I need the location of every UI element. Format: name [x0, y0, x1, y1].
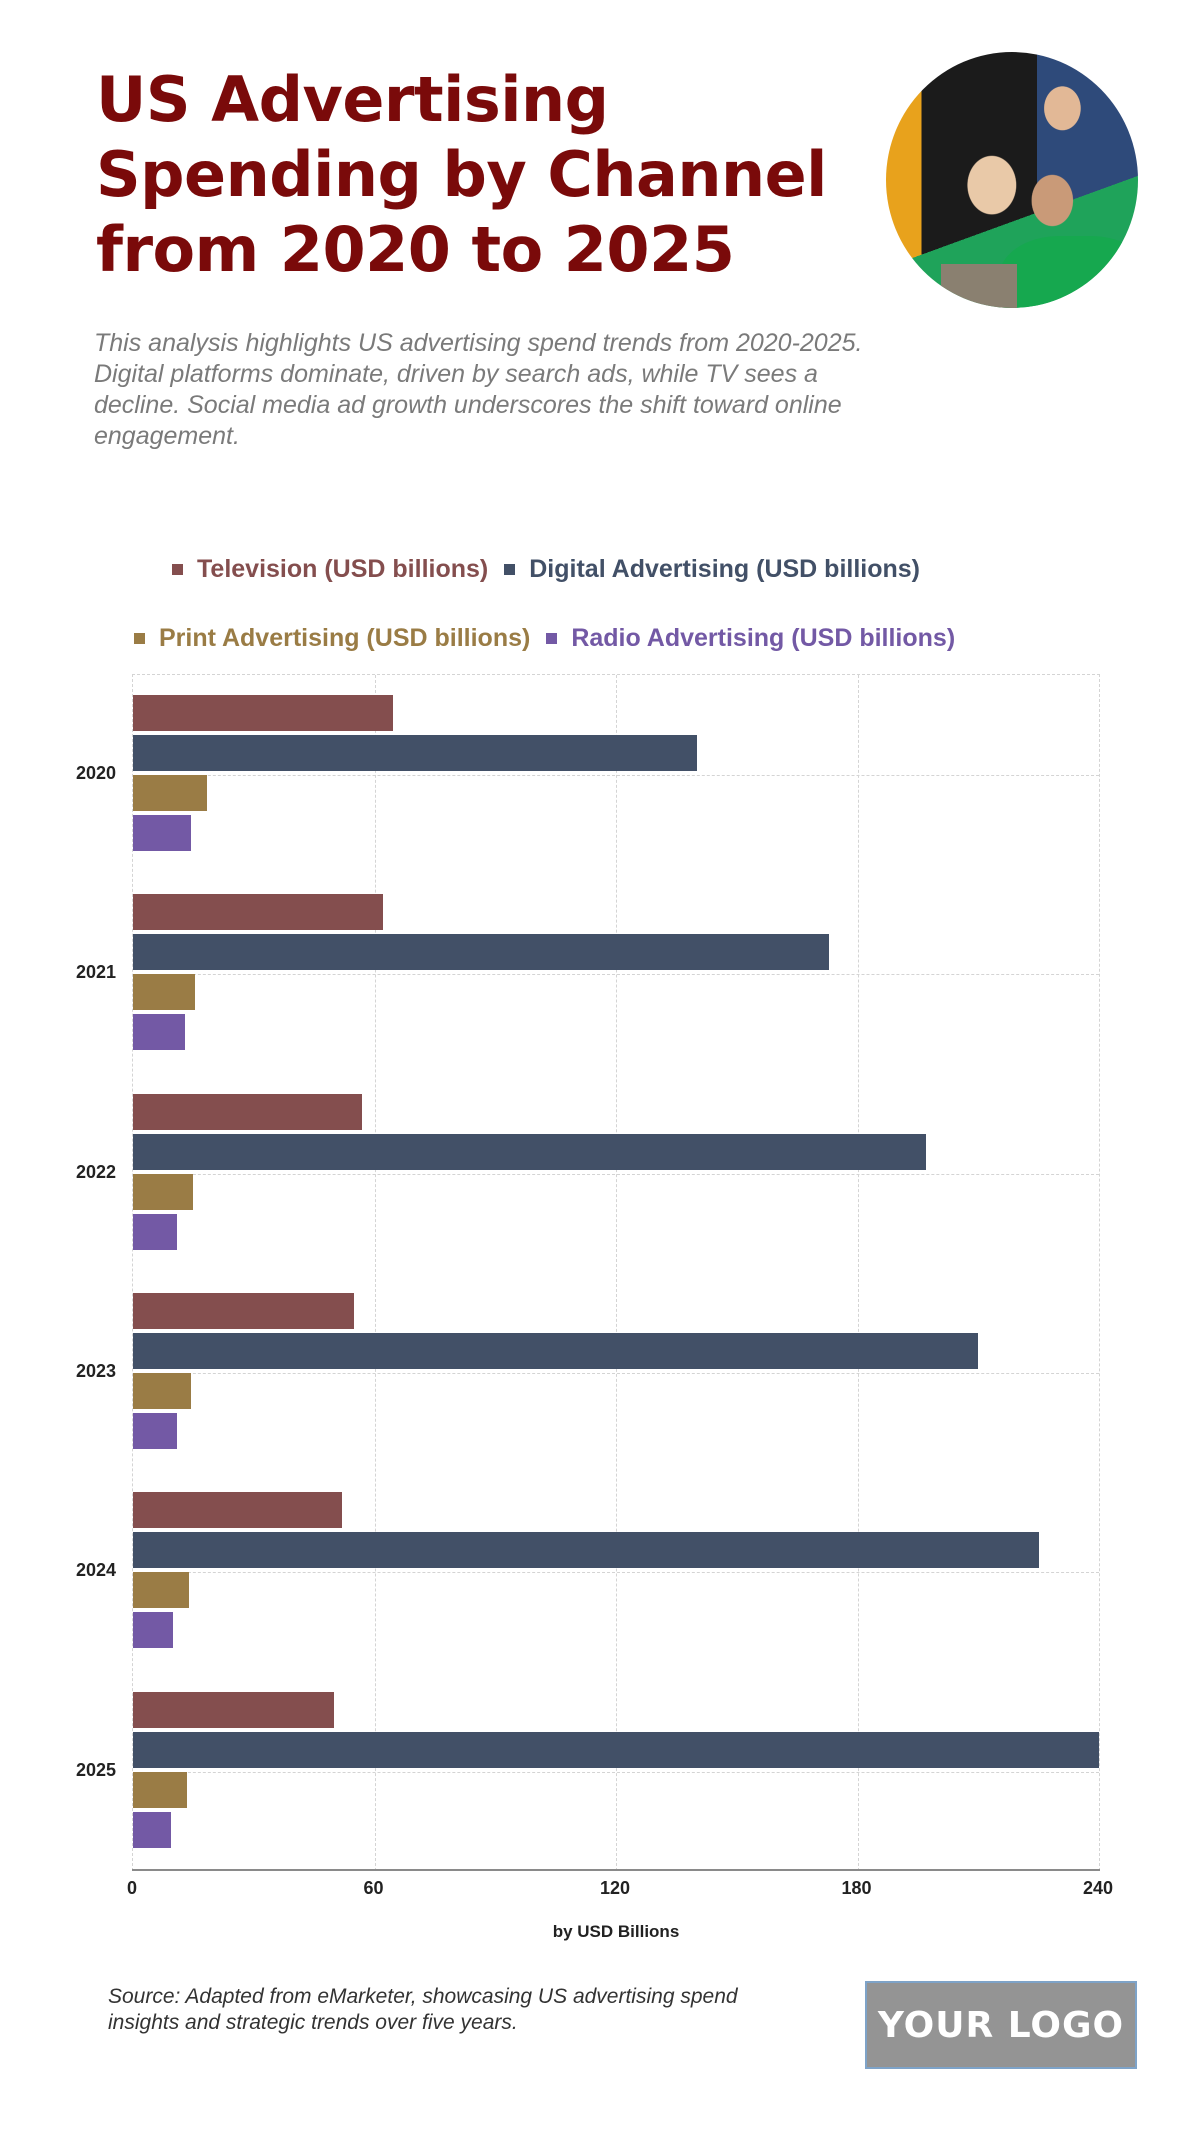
- y-category-label: 2021: [75, 962, 116, 983]
- horizontal-gridline: [133, 1173, 1099, 1175]
- logo-placeholder: YOUR LOGO: [865, 1981, 1137, 2069]
- legend-label: Television (USD billions): [197, 555, 489, 583]
- horizontal-gridline: [133, 1572, 1099, 1574]
- legend-item-radio: Radio Advertising (USD billions): [546, 624, 955, 653]
- vertical-gridline: [616, 675, 617, 1871]
- bar-2025-3: [133, 1811, 172, 1848]
- bar-2020-1: [133, 735, 697, 771]
- bar-2020-0: [133, 695, 393, 731]
- legend-swatch-icon: [504, 564, 516, 575]
- bar-2022-0: [133, 1093, 363, 1130]
- legend-label: Print Advertising (USD billions): [159, 624, 531, 652]
- legend-row-2: Print Advertising (USD billions) Radio A…: [134, 624, 961, 653]
- bar-2020-3: [133, 815, 192, 851]
- legend-item-digital: Digital Advertising (USD billions): [504, 555, 920, 584]
- x-axis-line: [132, 1869, 1100, 1871]
- bar-2022-2: [133, 1173, 194, 1210]
- bar-2022-1: [133, 1133, 926, 1170]
- y-category-label: 2022: [75, 1161, 116, 1182]
- legend-label: Digital Advertising (USD billions): [529, 555, 921, 583]
- description: This analysis highlights US advertising …: [94, 329, 863, 450]
- bar-2025-1: [133, 1731, 1099, 1768]
- vertical-gridline: [374, 675, 376, 1871]
- bar-2024-3: [133, 1612, 174, 1649]
- horizontal-gridline: [133, 1771, 1099, 1773]
- bar-2023-0: [133, 1293, 355, 1329]
- x-tick-label: 240: [1082, 1878, 1114, 1898]
- bar-2024-2: [133, 1572, 190, 1609]
- bar-2025-0: [133, 1691, 335, 1728]
- bar-2020-2: [133, 775, 208, 811]
- y-category-label: 2025: [75, 1759, 116, 1780]
- bar-2023-1: [133, 1333, 979, 1369]
- plot-area: [132, 674, 1100, 1871]
- bar-2024-1: [133, 1532, 1039, 1569]
- bar-2023-2: [133, 1373, 192, 1409]
- team-photo: [886, 52, 1138, 308]
- bar-2025-2: [133, 1771, 188, 1808]
- bar-2023-3: [133, 1413, 178, 1449]
- x-axis-title: by USD Billions: [552, 1922, 680, 1941]
- source-note: Source: Adapted from eMarketer, showcasi…: [108, 1985, 738, 2034]
- page-title: US Advertising Spending by Channel from …: [96, 63, 827, 286]
- horizontal-gridline: [133, 775, 1099, 776]
- bar-2022-3: [133, 1213, 178, 1250]
- legend-swatch-icon: [172, 564, 183, 575]
- legend-row-1: Television (USD billions) Digital Advert…: [172, 555, 926, 584]
- photo-detail: [999, 236, 1138, 308]
- horizontal-gridline: [133, 974, 1099, 976]
- legend-swatch-icon: [134, 633, 145, 644]
- photo-laptop: [941, 264, 1018, 308]
- legend-item-print: Print Advertising (USD billions): [134, 624, 530, 653]
- x-tick-label: 180: [841, 1878, 872, 1898]
- y-category-label: 2023: [75, 1361, 116, 1381]
- bar-2024-0: [133, 1492, 343, 1529]
- x-tick-label: 60: [363, 1878, 384, 1898]
- y-category-label: 2020: [75, 763, 116, 783]
- legend-label: Radio Advertising (USD billions): [571, 624, 956, 652]
- x-tick-label: 120: [599, 1878, 631, 1898]
- horizontal-gridline: [133, 1373, 1099, 1374]
- bar-2021-2: [133, 974, 196, 1011]
- legend-swatch-icon: [546, 633, 558, 644]
- bar-2021-3: [133, 1014, 186, 1051]
- vertical-gridline: [857, 675, 859, 1871]
- bar-2021-0: [133, 894, 383, 931]
- x-tick-label: 0: [126, 1878, 138, 1898]
- legend-item-television: Television (USD billions): [172, 555, 488, 584]
- y-category-label: 2024: [75, 1560, 116, 1581]
- bar-2021-1: [133, 934, 830, 971]
